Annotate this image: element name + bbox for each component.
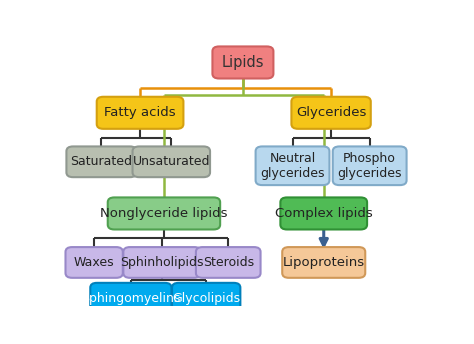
FancyBboxPatch shape: [65, 247, 123, 278]
Text: Saturated: Saturated: [71, 155, 133, 168]
FancyBboxPatch shape: [97, 97, 183, 129]
Text: Neutral
glycerides: Neutral glycerides: [260, 152, 325, 180]
Text: Lipids: Lipids: [222, 55, 264, 70]
FancyBboxPatch shape: [123, 247, 201, 278]
FancyBboxPatch shape: [255, 147, 329, 185]
Text: Lipoproteins: Lipoproteins: [283, 256, 365, 269]
FancyBboxPatch shape: [196, 247, 261, 278]
FancyBboxPatch shape: [292, 97, 371, 129]
FancyBboxPatch shape: [281, 197, 367, 229]
FancyBboxPatch shape: [133, 147, 210, 177]
FancyBboxPatch shape: [90, 283, 172, 314]
FancyBboxPatch shape: [172, 283, 240, 314]
FancyBboxPatch shape: [66, 147, 137, 177]
Text: Glycerides: Glycerides: [296, 106, 366, 119]
Text: Unsaturated: Unsaturated: [133, 155, 210, 168]
Text: Steroids: Steroids: [203, 256, 254, 269]
Text: Fatty acids: Fatty acids: [104, 106, 176, 119]
Text: Glycolipids: Glycolipids: [172, 292, 240, 305]
Text: Sphinholipids: Sphinholipids: [120, 256, 204, 269]
Text: Nonglyceride lipids: Nonglyceride lipids: [100, 207, 228, 220]
Text: Waxes: Waxes: [74, 256, 114, 269]
FancyBboxPatch shape: [333, 147, 407, 185]
FancyBboxPatch shape: [282, 247, 365, 278]
Text: Sphingomyelins: Sphingomyelins: [81, 292, 181, 305]
FancyBboxPatch shape: [108, 197, 220, 229]
Text: Phospho
glycerides: Phospho glycerides: [337, 152, 402, 180]
Text: Complex lipids: Complex lipids: [275, 207, 373, 220]
FancyBboxPatch shape: [212, 46, 273, 78]
